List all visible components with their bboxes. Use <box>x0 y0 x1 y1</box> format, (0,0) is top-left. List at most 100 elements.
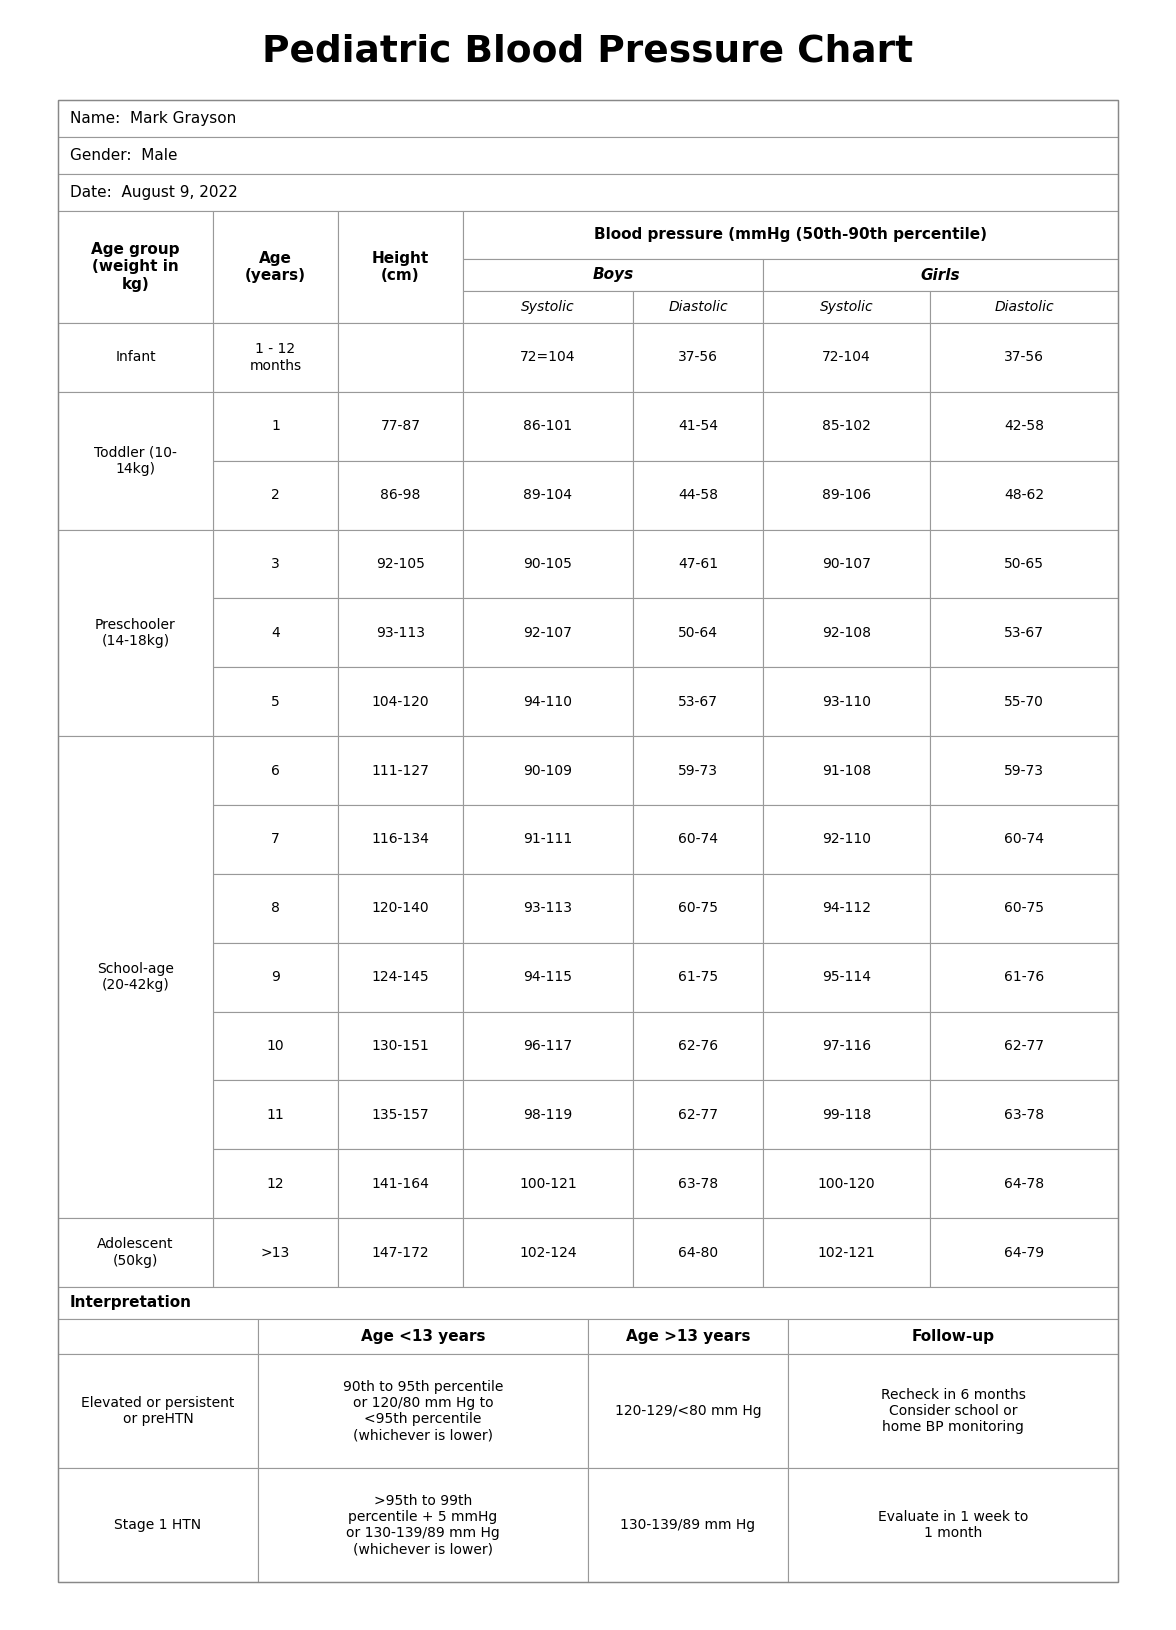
Text: 63-78: 63-78 <box>677 1177 719 1190</box>
Text: Date:  August 9, 2022: Date: August 9, 2022 <box>71 184 238 200</box>
Bar <box>463 874 633 942</box>
Text: Boys: Boys <box>593 267 634 282</box>
Bar <box>338 1218 463 1288</box>
Bar <box>338 1081 463 1149</box>
Text: Systolic: Systolic <box>820 300 874 315</box>
Text: Diastolic: Diastolic <box>668 300 728 315</box>
Bar <box>788 1319 1118 1355</box>
Bar <box>463 210 1118 259</box>
Text: 42-58: 42-58 <box>1004 419 1044 434</box>
Text: Preschooler
(14-18kg): Preschooler (14-18kg) <box>95 618 176 649</box>
Text: 141-164: 141-164 <box>372 1177 429 1190</box>
Text: 130-139/89 mm Hg: 130-139/89 mm Hg <box>621 1518 755 1532</box>
Bar <box>58 1355 258 1469</box>
Text: 85-102: 85-102 <box>822 419 871 434</box>
Text: 94-110: 94-110 <box>523 694 573 709</box>
Bar <box>930 1149 1118 1218</box>
Bar <box>338 530 463 598</box>
Bar <box>58 137 1118 174</box>
Text: Age >13 years: Age >13 years <box>626 1328 750 1345</box>
Bar <box>463 1218 633 1288</box>
Bar <box>788 1469 1118 1583</box>
Bar <box>763 323 930 391</box>
Text: 100-121: 100-121 <box>519 1177 577 1190</box>
Bar <box>930 598 1118 667</box>
Text: 44-58: 44-58 <box>679 487 719 502</box>
Bar <box>58 391 213 530</box>
Bar <box>463 1149 633 1218</box>
Text: 60-75: 60-75 <box>1004 901 1044 916</box>
Bar <box>633 1012 763 1081</box>
Text: 92-110: 92-110 <box>822 833 871 846</box>
Bar <box>58 737 213 1218</box>
Text: 37-56: 37-56 <box>679 350 719 365</box>
Bar <box>633 598 763 667</box>
Text: 97-116: 97-116 <box>822 1038 871 1053</box>
Bar <box>633 667 763 737</box>
Text: 72-104: 72-104 <box>822 350 871 365</box>
Text: Interpretation: Interpretation <box>71 1296 192 1311</box>
Text: Gender:  Male: Gender: Male <box>71 148 178 163</box>
Text: Stage 1 HTN: Stage 1 HTN <box>114 1518 201 1532</box>
Text: 10: 10 <box>267 1038 285 1053</box>
Text: 90-105: 90-105 <box>523 557 573 570</box>
Bar <box>633 805 763 874</box>
Text: Age group
(weight in
kg): Age group (weight in kg) <box>92 243 180 292</box>
Bar <box>463 259 763 292</box>
Text: 1 - 12
months: 1 - 12 months <box>249 342 301 373</box>
Text: Systolic: Systolic <box>521 300 575 315</box>
Text: 59-73: 59-73 <box>679 763 719 778</box>
Text: 94-115: 94-115 <box>523 970 573 985</box>
Bar <box>930 530 1118 598</box>
Text: 100-120: 100-120 <box>817 1177 875 1190</box>
Bar <box>213 1149 338 1218</box>
Bar <box>763 667 930 737</box>
Bar <box>763 942 930 1012</box>
Bar <box>58 210 213 323</box>
Text: Girls: Girls <box>921 267 961 282</box>
Text: 124-145: 124-145 <box>372 970 429 985</box>
Text: >13: >13 <box>261 1245 290 1260</box>
Bar <box>213 1012 338 1081</box>
Bar <box>213 874 338 942</box>
Bar <box>763 805 930 874</box>
Bar <box>930 1218 1118 1288</box>
Bar <box>58 1218 213 1288</box>
Text: 116-134: 116-134 <box>372 833 429 846</box>
Text: 91-108: 91-108 <box>822 763 871 778</box>
Text: Evaluate in 1 week to
1 month: Evaluate in 1 week to 1 month <box>877 1509 1028 1540</box>
Bar <box>58 99 1118 137</box>
Bar <box>763 737 930 805</box>
Bar <box>213 391 338 461</box>
Text: 60-74: 60-74 <box>1004 833 1044 846</box>
Bar <box>633 1218 763 1288</box>
Bar <box>930 874 1118 942</box>
Bar <box>463 292 633 323</box>
Bar <box>213 942 338 1012</box>
Text: 4: 4 <box>272 626 280 641</box>
Bar <box>633 874 763 942</box>
Bar <box>633 1149 763 1218</box>
Text: 55-70: 55-70 <box>1004 694 1044 709</box>
Bar <box>338 598 463 667</box>
Bar <box>763 874 930 942</box>
Text: 62-77: 62-77 <box>1004 1038 1044 1053</box>
Text: 102-124: 102-124 <box>519 1245 576 1260</box>
Text: 111-127: 111-127 <box>372 763 429 778</box>
Bar <box>930 805 1118 874</box>
Text: 90th to 95th percentile
or 120/80 mm Hg to
<95th percentile
(whichever is lower): 90th to 95th percentile or 120/80 mm Hg … <box>343 1379 503 1443</box>
Bar <box>633 942 763 1012</box>
Text: 92-108: 92-108 <box>822 626 871 641</box>
Bar <box>258 1469 588 1583</box>
Text: 48-62: 48-62 <box>1004 487 1044 502</box>
Bar <box>338 323 463 391</box>
Bar <box>930 391 1118 461</box>
Text: 86-98: 86-98 <box>380 487 421 502</box>
Text: 64-80: 64-80 <box>677 1245 719 1260</box>
Text: 120-129/<80 mm Hg: 120-129/<80 mm Hg <box>615 1403 761 1418</box>
Bar <box>213 805 338 874</box>
Text: 2: 2 <box>272 487 280 502</box>
Text: 96-117: 96-117 <box>523 1038 573 1053</box>
Bar <box>213 530 338 598</box>
Bar <box>58 530 213 737</box>
